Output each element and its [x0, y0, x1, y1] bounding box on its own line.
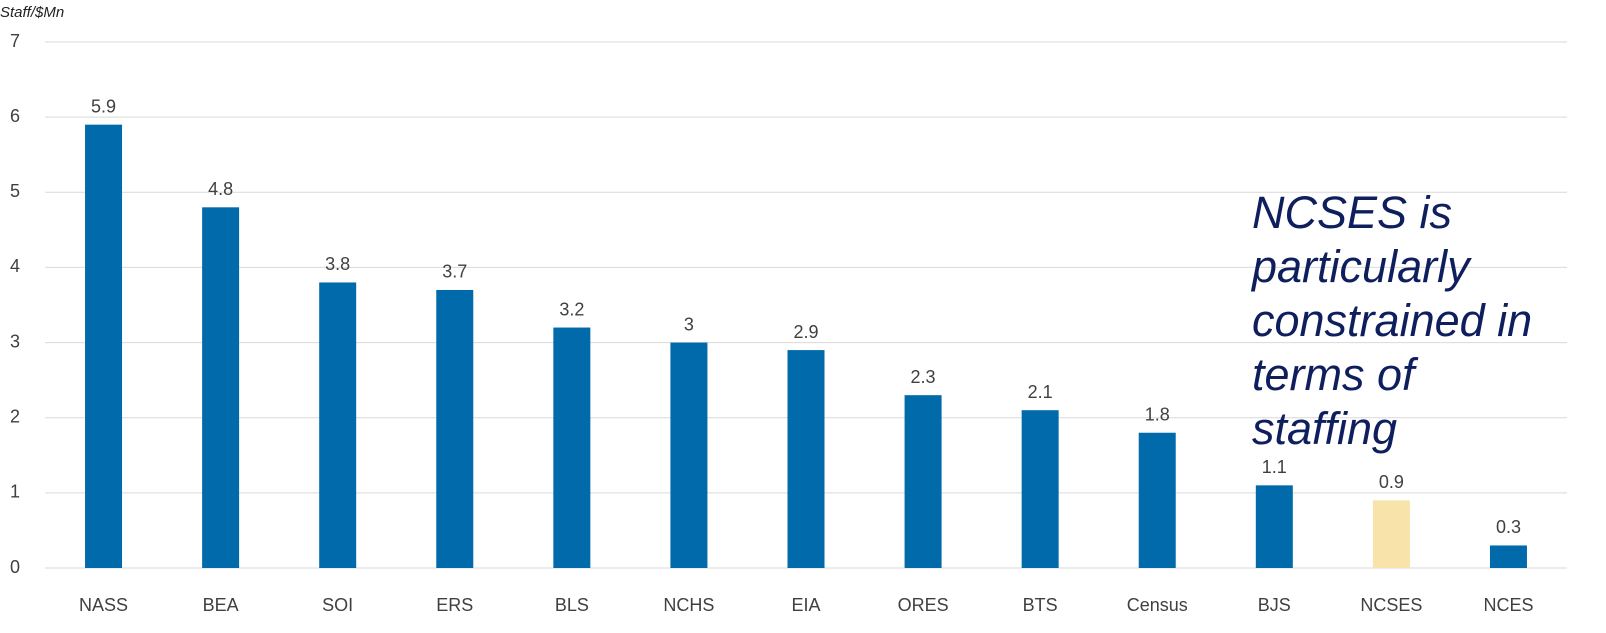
- x-tick-label: BEA: [203, 595, 239, 615]
- value-label: 2.9: [793, 322, 818, 342]
- x-tick-label: SOI: [322, 595, 353, 615]
- x-tick-label: BTS: [1023, 595, 1058, 615]
- x-tick-label: NCSES: [1360, 595, 1422, 615]
- bar: [787, 350, 825, 568]
- annotation: NCSES is particularly constrained in ter…: [1252, 187, 1533, 454]
- bar: [1138, 432, 1176, 568]
- value-label: 3: [684, 314, 694, 334]
- bar: [436, 289, 474, 568]
- value-label: 3.2: [559, 299, 584, 319]
- x-tick-label: NCHS: [663, 595, 714, 615]
- bar: [319, 282, 357, 568]
- bar: [85, 124, 123, 569]
- bar: [1372, 500, 1410, 568]
- bar: [670, 342, 708, 568]
- y-tick-label: 6: [10, 106, 20, 126]
- y-tick-label: 7: [10, 31, 20, 51]
- y-tick-label: 3: [10, 331, 20, 351]
- x-tick-label: NASS: [79, 595, 128, 615]
- value-label: 5.9: [91, 96, 116, 116]
- x-tick-label: ORES: [898, 595, 949, 615]
- x-tick-label: BJS: [1258, 595, 1291, 615]
- value-label: 4.8: [208, 179, 233, 199]
- value-label: 0.9: [1379, 472, 1404, 492]
- y-tick-label: 5: [10, 181, 20, 201]
- y-axis-label: Staff/$Mn: [0, 4, 64, 21]
- value-label: 2.3: [911, 367, 936, 387]
- value-label: 3.7: [442, 262, 467, 282]
- bar: [1489, 545, 1527, 568]
- value-label: 1.8: [1145, 404, 1170, 424]
- y-tick-label: 1: [10, 482, 20, 502]
- x-tick-label: Census: [1127, 595, 1188, 615]
- y-tick-label: 4: [10, 256, 20, 276]
- x-tick-label: NCES: [1483, 595, 1533, 615]
- value-label: 2.1: [1028, 382, 1053, 402]
- bar: [904, 395, 942, 568]
- bar: [1021, 410, 1059, 568]
- x-tick-label: ERS: [436, 595, 473, 615]
- y-tick-label: 0: [10, 557, 20, 577]
- y-tick-label: 2: [10, 406, 20, 426]
- bar: [202, 207, 240, 569]
- bar: [553, 327, 591, 568]
- x-tick-label: BLS: [555, 595, 589, 615]
- value-label: 0.3: [1496, 517, 1521, 537]
- x-tick-label: EIA: [791, 595, 820, 615]
- bar: [1255, 485, 1293, 568]
- value-label: 3.8: [325, 254, 350, 274]
- value-label: 1.1: [1262, 457, 1287, 477]
